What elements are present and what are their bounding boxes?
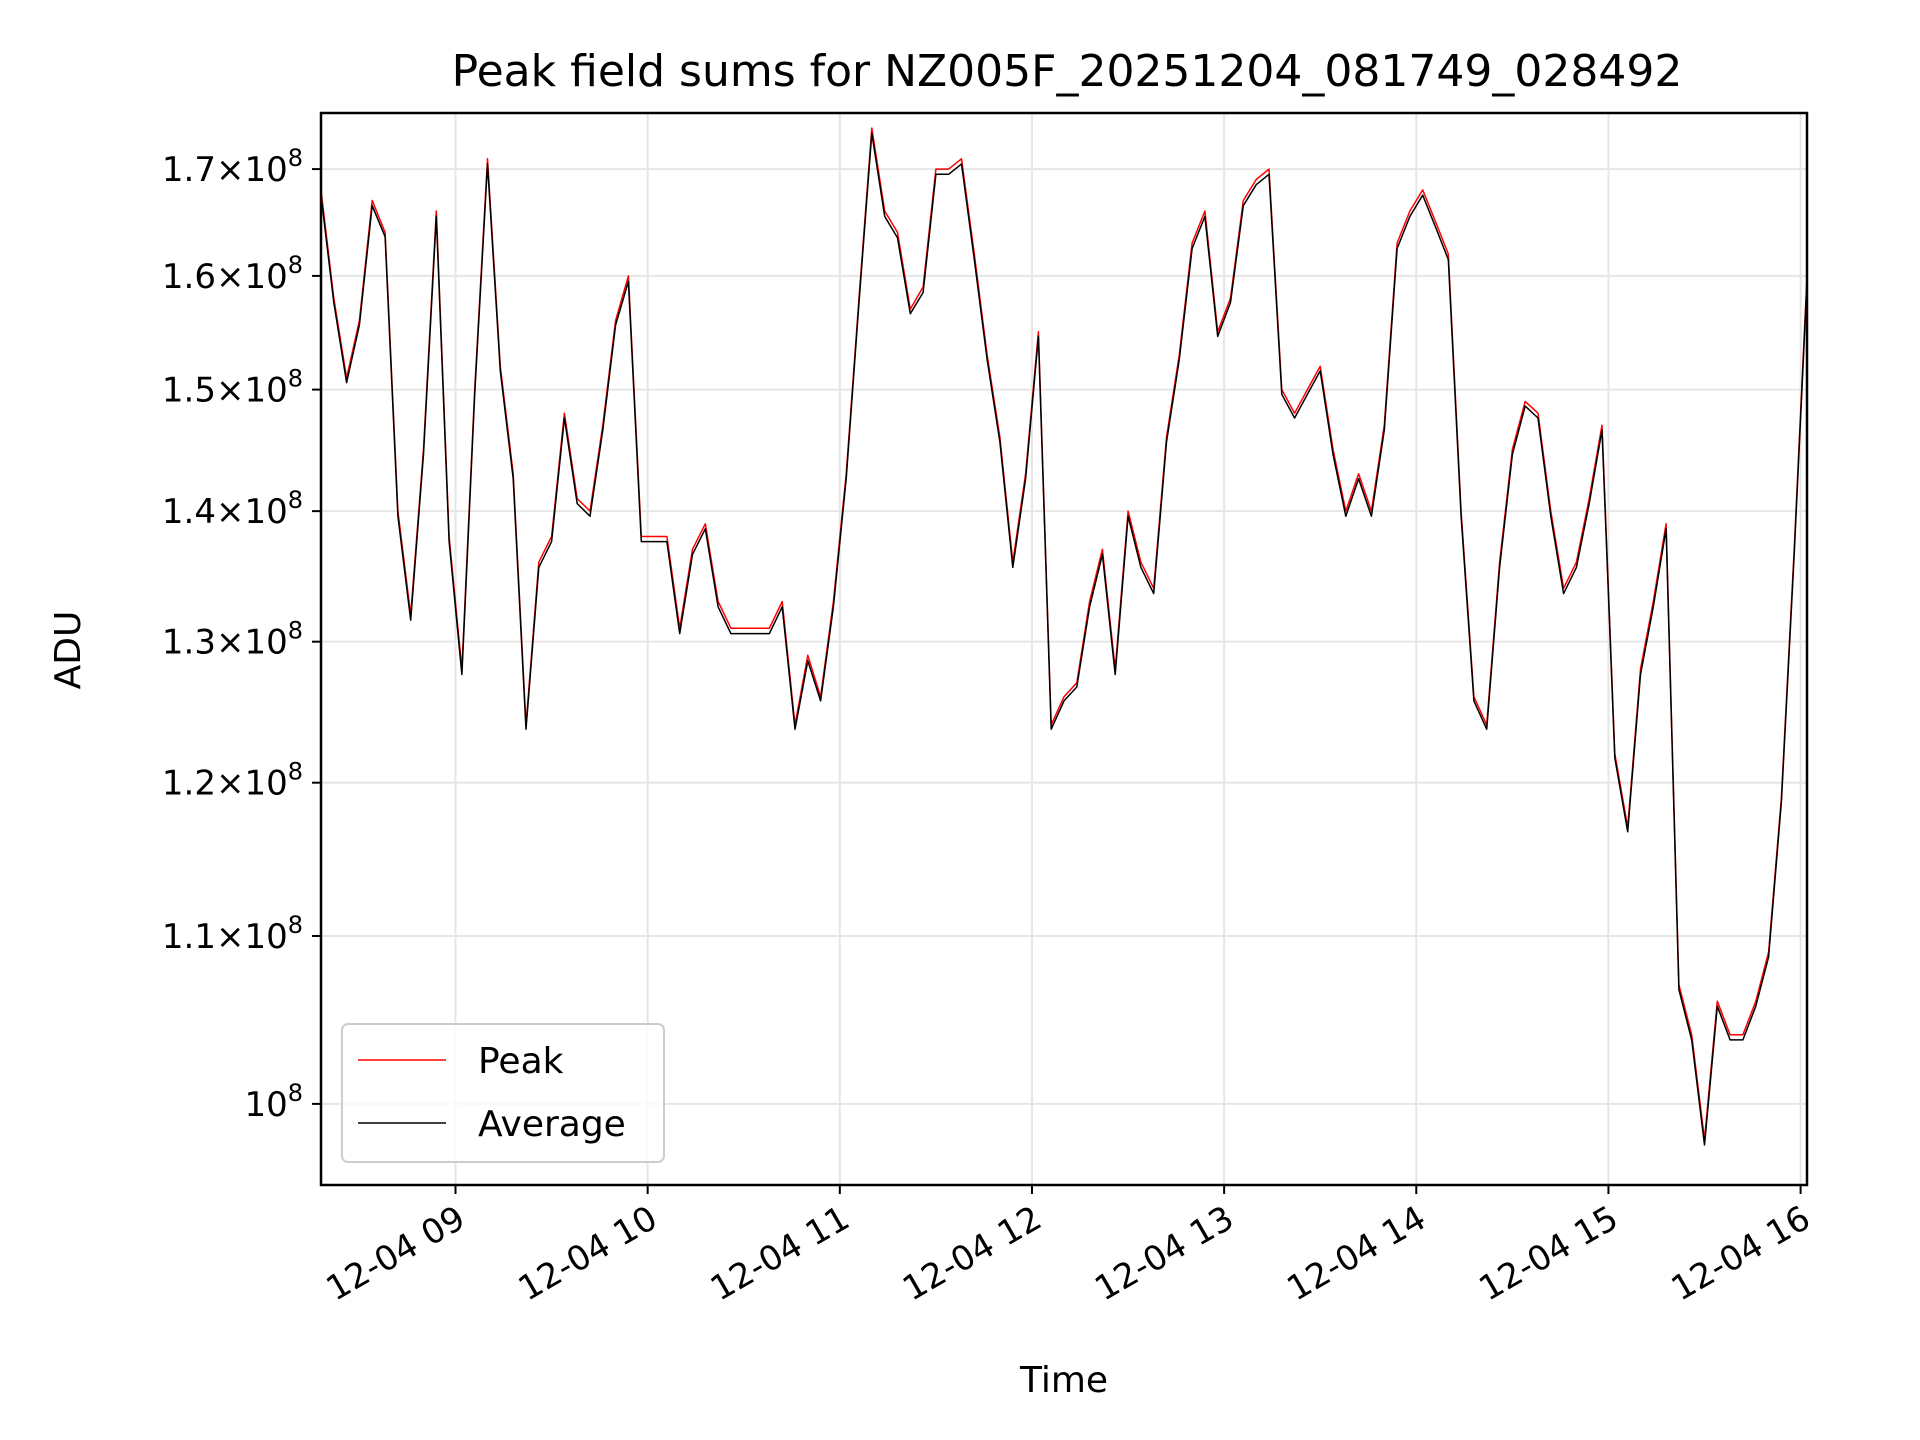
y-tick-label: 1.7×108 — [162, 144, 303, 190]
legend-label-peak: Peak — [478, 1041, 564, 1082]
series-lines — [320, 127, 1808, 1146]
y-tick-label: 1.4×108 — [162, 486, 303, 532]
y-tick-label: 1.6×108 — [162, 251, 303, 297]
plot-background — [321, 113, 1807, 1185]
y-tick-label: 108 — [244, 1079, 303, 1125]
gridlines — [321, 113, 1807, 1185]
y-tick-label: 1.1×108 — [162, 911, 303, 957]
series-line-average — [320, 132, 1808, 1146]
y-tick-label: 1.2×108 — [162, 758, 303, 804]
x-axis-label: Time — [1019, 1360, 1108, 1401]
legend: Peak Average — [341, 1023, 665, 1163]
legend-label-average: Average — [478, 1104, 626, 1145]
y-tick-label: 1.5×108 — [162, 365, 303, 411]
legend-box — [341, 1023, 665, 1163]
chart-title: Peak field sums for NZ005F_20251204_0817… — [452, 46, 1683, 97]
y-axis-label: ADU — [48, 611, 89, 690]
y-axis-ticks: 108 1.1×108 1.2×108 1.3×108 1.4×108 1.5×108 1.… — [162, 144, 321, 1125]
y-tick-label: 1.3×108 — [162, 617, 303, 663]
plot-frame — [319, 111, 1809, 1187]
